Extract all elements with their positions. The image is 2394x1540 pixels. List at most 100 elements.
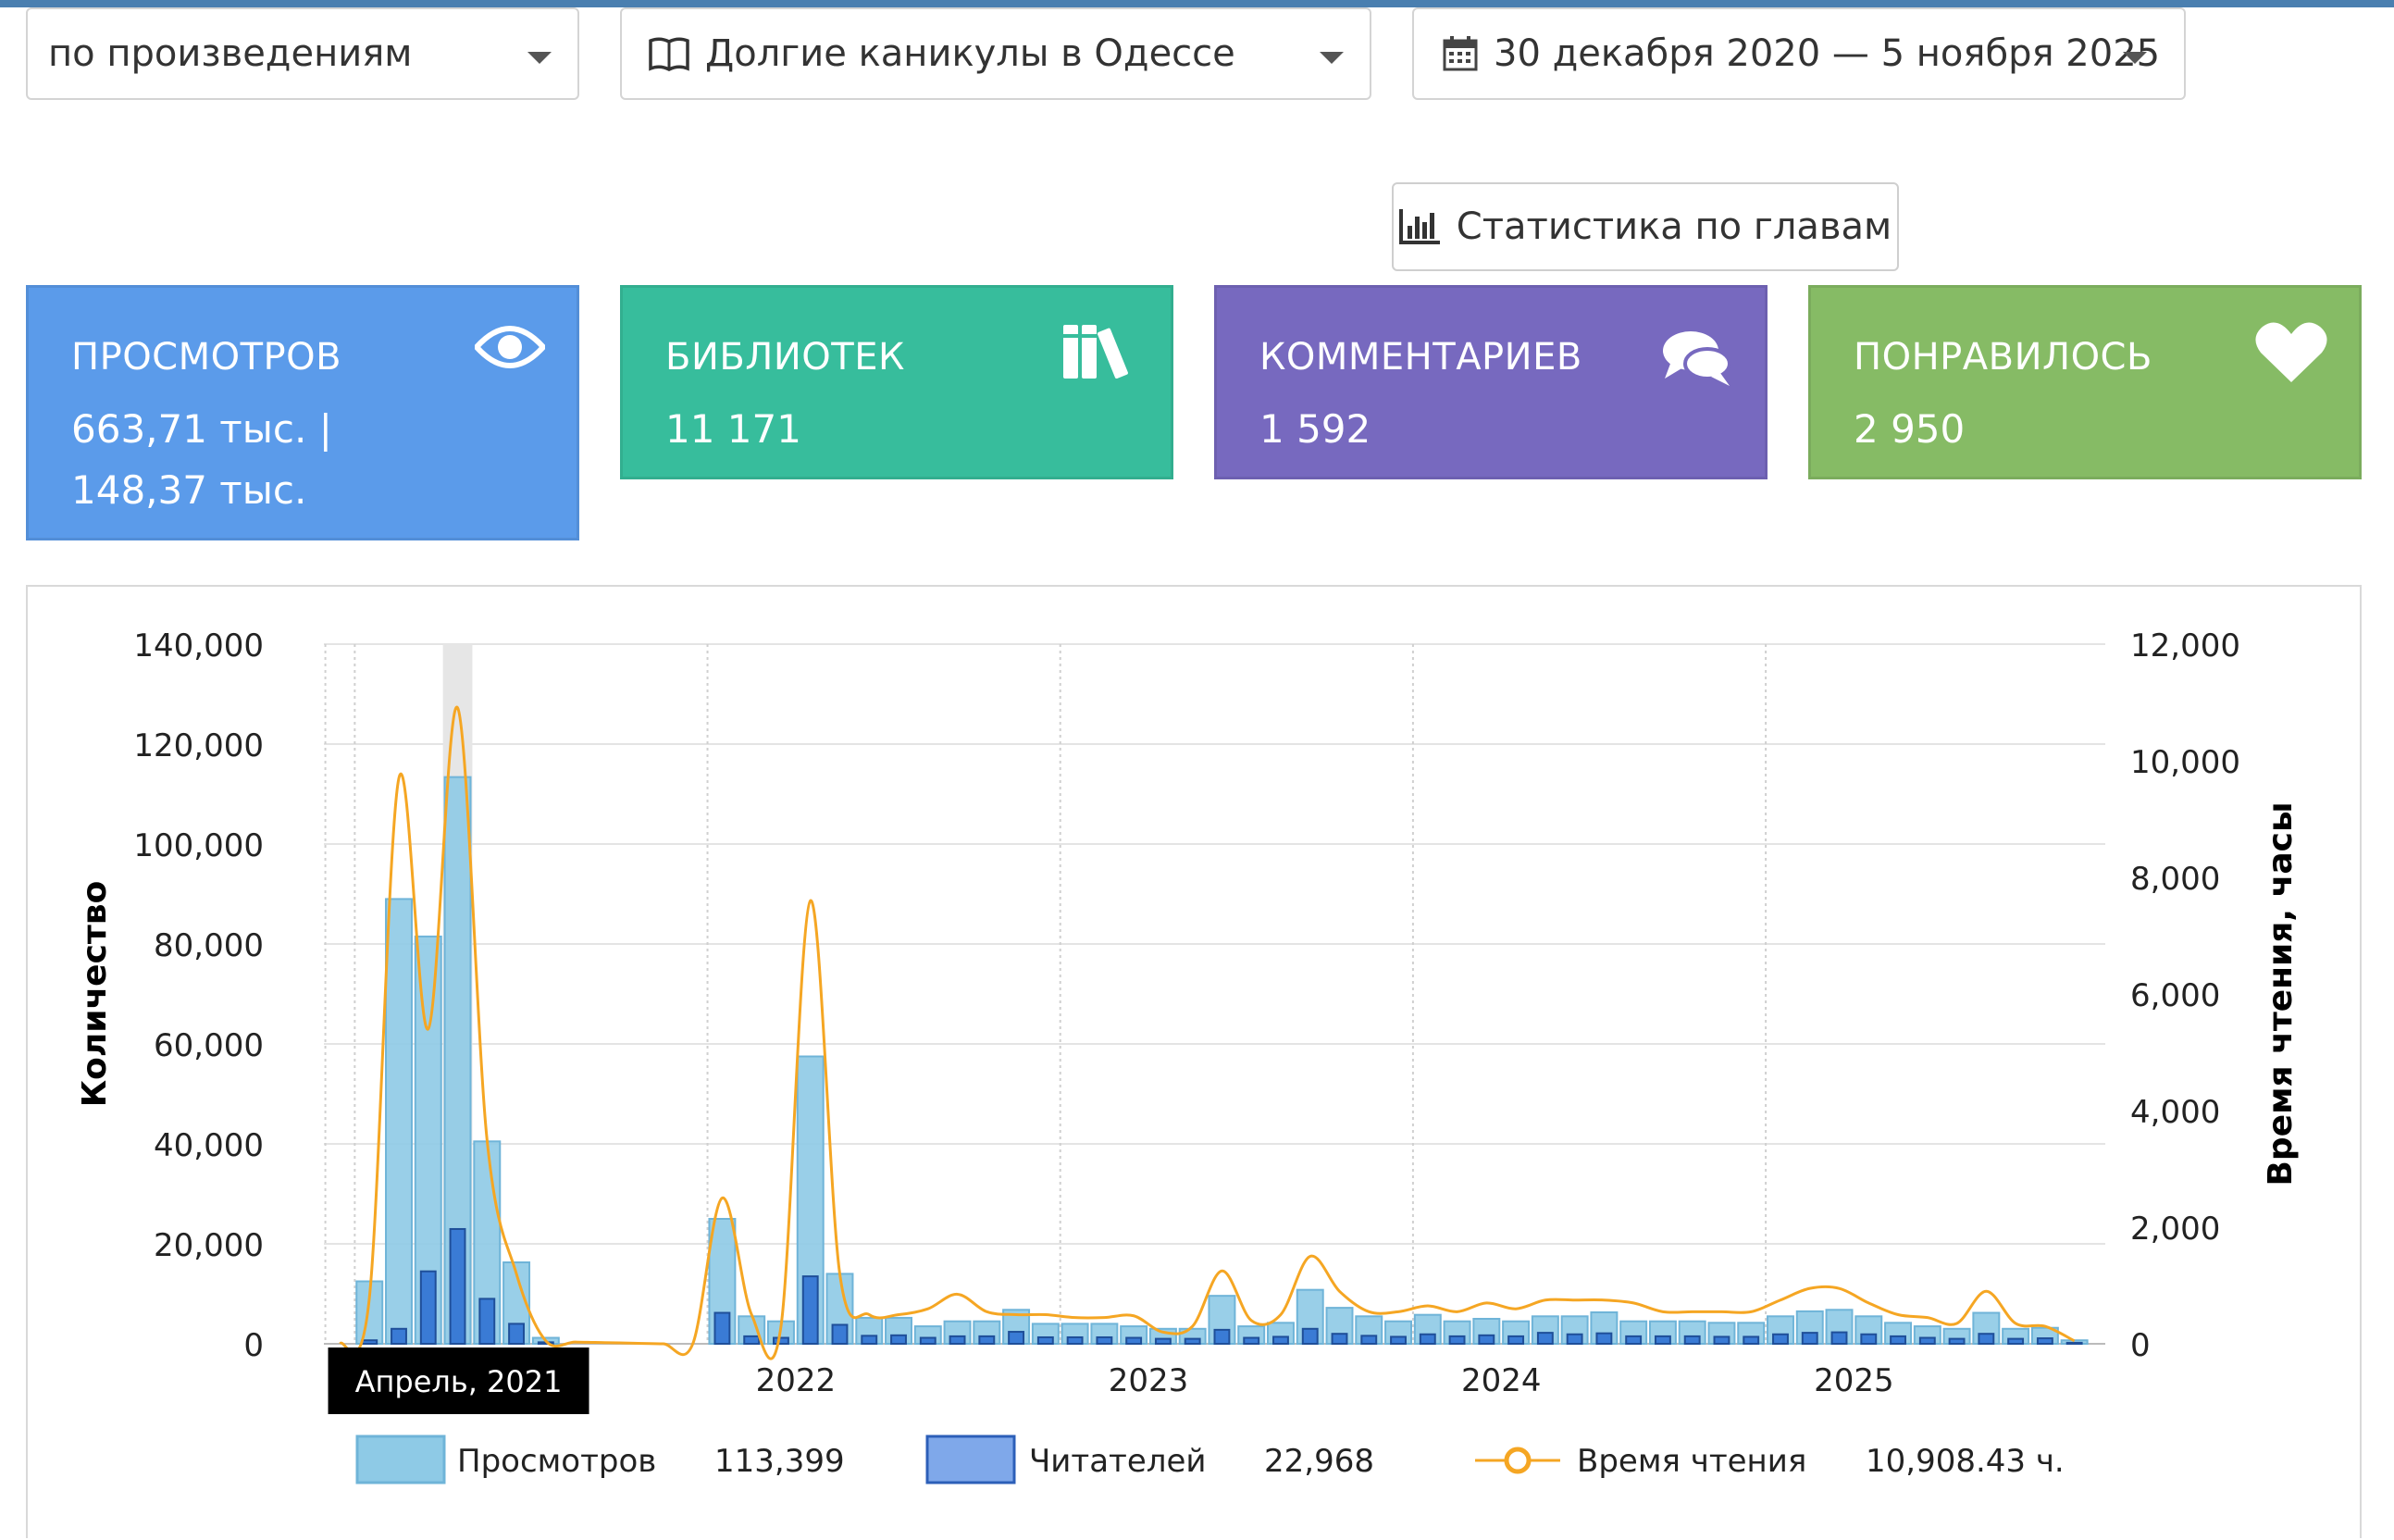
mode-select[interactable]: по произведениям <box>26 7 579 100</box>
readers-bar <box>1536 1332 1554 1345</box>
readers-bar <box>1419 1333 1436 1345</box>
legend-readers-value: 22,968 <box>1264 1443 1374 1480</box>
chapter-stats-button[interactable]: Статистика по главам <box>1392 182 1899 271</box>
readers-bar <box>1066 1335 1084 1345</box>
readers-bar <box>2065 1341 2083 1345</box>
readers-bar <box>2007 1337 2025 1345</box>
calendar-icon <box>1442 35 1479 72</box>
chapter-stats-label: Статистика по главам <box>1456 205 1892 248</box>
legend-readers-name: Читателей <box>1029 1443 1207 1480</box>
readers-bar <box>1595 1332 1613 1345</box>
legend-views-swatch <box>355 1434 446 1484</box>
top-accent-bar <box>0 0 2394 7</box>
y-tick-label: 60,000 <box>154 1027 264 1064</box>
legend-time-value: 10,908.43 ч. <box>1866 1443 2065 1480</box>
readers-bar <box>1184 1337 1201 1345</box>
readers-bar <box>508 1323 526 1346</box>
readers-bar <box>978 1335 996 1346</box>
readers-bar <box>1390 1335 1407 1346</box>
y-tick-label: 0 <box>243 1327 264 1364</box>
bar-chart-icon <box>1398 209 1440 244</box>
readers-bar <box>449 1227 466 1345</box>
readers-bar <box>1331 1333 1348 1346</box>
readers-bar <box>1243 1336 1260 1346</box>
views-total-value: 663,71 тыс. | <box>71 406 332 452</box>
views-title: ПРОСМОТРОВ <box>71 336 342 379</box>
y-tick-label: 80,000 <box>154 927 264 964</box>
readers-bar <box>1743 1335 1760 1346</box>
readers-bar <box>1948 1337 1966 1345</box>
comments-value: 1 592 <box>1259 406 1371 452</box>
tooltip-box <box>328 1348 589 1414</box>
legend-time-name: Время чтения <box>1577 1443 1806 1480</box>
stats-chart[interactable]: 0 20,000 40,000 60,000 80,000 100,000 120,000 1… <box>28 587 2360 1540</box>
views-card: ПРОСМОТРОВ 663,71 тыс. | 148,37 тыс. <box>26 285 579 540</box>
comments-card: КОММЕНТАРИЕВ 1 592 <box>1214 285 1768 479</box>
likes-title: ПОНРАВИЛОСЬ <box>1854 336 2152 379</box>
libraries-card: БИБЛИОТЕК 11 171 <box>620 285 1173 479</box>
readers-bar <box>1830 1331 1848 1346</box>
readers-bar <box>391 1327 407 1345</box>
readers-bar <box>861 1335 878 1345</box>
y-axis-title: Количество <box>76 881 114 1108</box>
y2-axis-title: Время чтения, часы <box>2262 801 2300 1186</box>
readers-bar <box>1036 1335 1054 1345</box>
legend-views-value: 113,399 <box>714 1443 845 1480</box>
readers-bar <box>831 1323 849 1345</box>
readers-bar <box>478 1298 496 1346</box>
y2-tick-label: 10,000 <box>2130 744 2240 781</box>
readers-bar <box>1683 1335 1701 1346</box>
readers-bar <box>890 1334 907 1346</box>
readers-bar <box>1478 1334 1495 1346</box>
stats-chart-panel: 0 20,000 40,000 60,000 80,000 100,000 120,000 1… <box>26 585 2362 1538</box>
libraries-title: БИБЛИОТЕК <box>665 336 905 379</box>
readers-bar <box>743 1335 761 1346</box>
y2-tick-label: 2,000 <box>2130 1211 2220 1248</box>
readers-bar <box>1566 1333 1583 1345</box>
eye-icon <box>472 323 548 375</box>
heart-icon <box>2255 321 2327 388</box>
views-unique-value: 148,37 тыс. <box>71 467 307 513</box>
x-year-label: 2024 <box>1461 1362 1542 1399</box>
likes-value: 2 950 <box>1854 406 1966 452</box>
readers-bar <box>1301 1327 1319 1345</box>
y-tick-label: 140,000 <box>133 627 264 664</box>
date-range-value: 30 декабря 2020 — 5 ноября 2025 <box>1494 32 2161 75</box>
y2-tick-label: 0 <box>2130 1327 2151 1364</box>
x-year-label: 2023 <box>1109 1362 1189 1399</box>
readers-bar <box>1008 1331 1025 1345</box>
open-book-icon <box>648 35 690 72</box>
x-year-label: 2022 <box>756 1362 837 1399</box>
mode-select-value: по произведениям <box>48 32 413 75</box>
readers-bar <box>1625 1335 1643 1346</box>
date-range-select[interactable]: 30 декабря 2020 — 5 ноября 2025 <box>1412 7 2186 100</box>
readers-bar <box>419 1270 437 1346</box>
readers-bar <box>1507 1335 1525 1346</box>
likes-card: ПОНРАВИЛОСЬ 2 950 <box>1808 285 2362 479</box>
chevron-down-icon <box>1320 52 1344 64</box>
views-bar <box>796 1055 825 1345</box>
chevron-down-icon <box>527 52 552 64</box>
readers-bar <box>1978 1333 1995 1346</box>
y2-tick-label: 12,000 <box>2130 627 2240 664</box>
x-year-label: 2025 <box>1814 1362 1894 1399</box>
tooltip-label: Апрель, 2021 <box>355 1364 563 1399</box>
readers-bar <box>1360 1335 1378 1345</box>
readers-bar <box>773 1336 789 1346</box>
y2-tick-label: 6,000 <box>2130 977 2220 1014</box>
readers-bar <box>1890 1335 1906 1346</box>
readers-bar <box>1448 1335 1466 1346</box>
books-icon <box>1063 325 1139 382</box>
y-tick-label: 120,000 <box>133 727 264 764</box>
work-select[interactable]: Долгие каникулы в Одессе <box>620 7 1371 100</box>
readers-bar <box>919 1336 937 1346</box>
y2-tick-label: 8,000 <box>2130 861 2220 898</box>
legend-readers-swatch <box>925 1434 1016 1484</box>
readers-bar <box>1272 1335 1289 1346</box>
reading-time-line <box>339 706 2076 1360</box>
legend-views-name: Просмотров <box>457 1443 656 1480</box>
libraries-value: 11 171 <box>665 406 801 452</box>
readers-bar <box>361 1339 378 1345</box>
work-select-value: Долгие каникулы в Одессе <box>705 32 1235 75</box>
comments-title: КОММЕНТАРИЕВ <box>1259 336 1582 379</box>
